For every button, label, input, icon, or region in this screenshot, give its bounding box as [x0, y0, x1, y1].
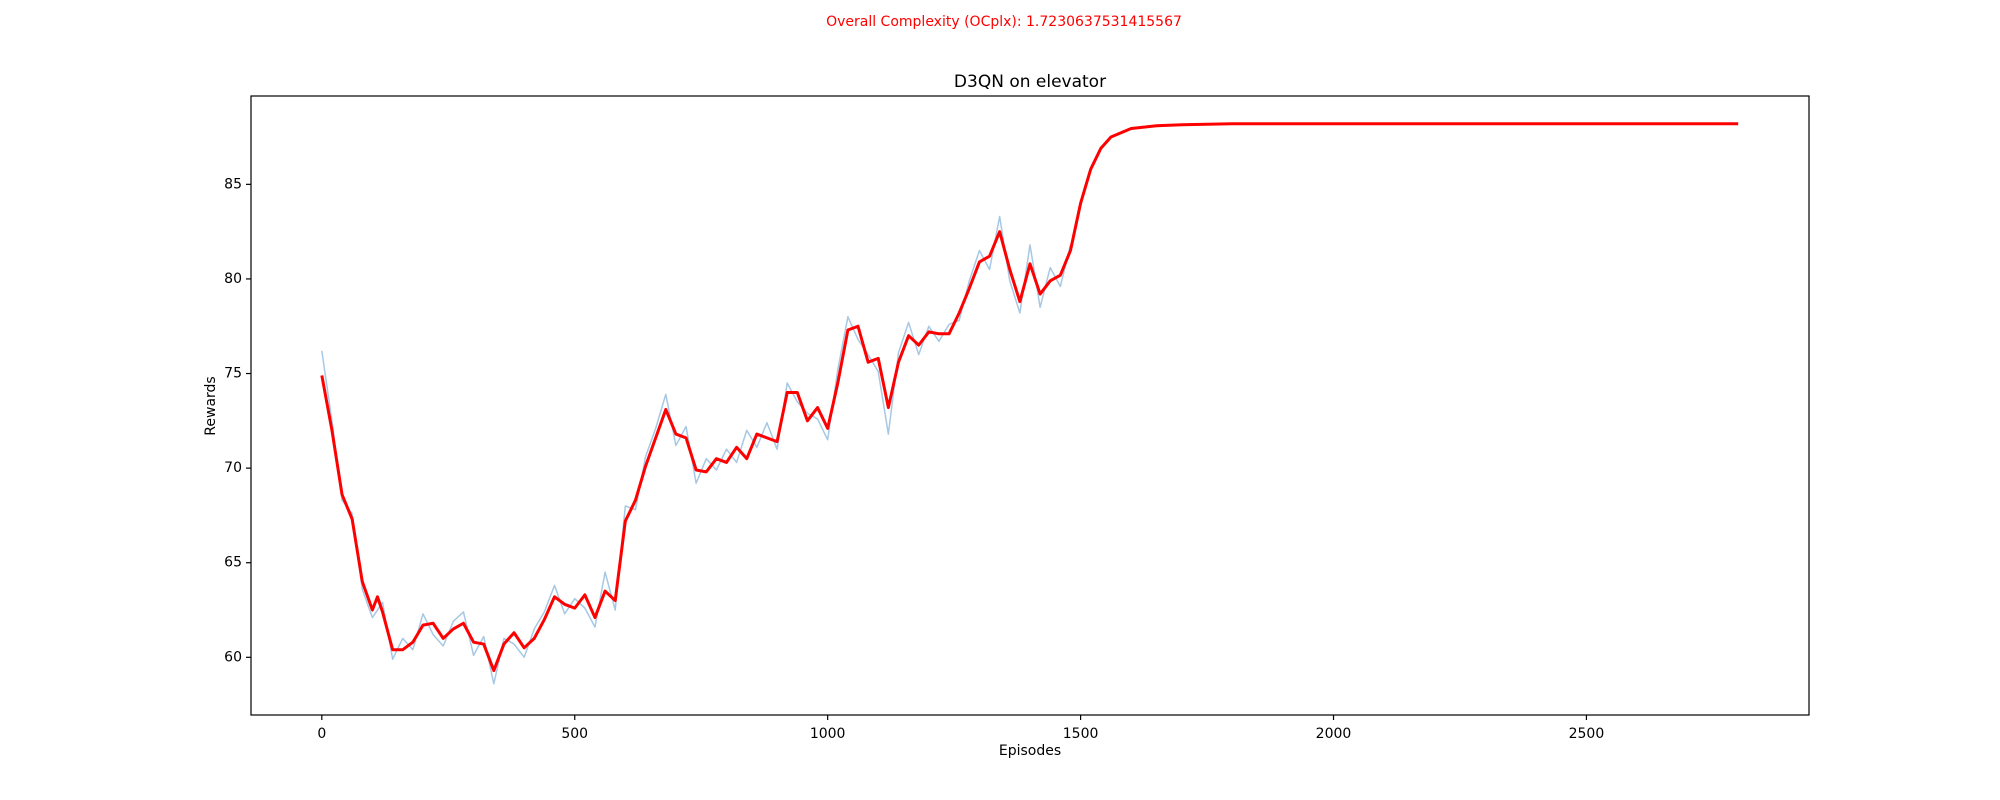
suptitle: Overall Complexity (OCplx): 1.7230637531… — [826, 14, 1182, 30]
chart-title: D3QN on elevator — [954, 72, 1106, 92]
x-tick-label: 1500 — [1063, 726, 1099, 742]
data-line — [321, 215, 1072, 685]
y-tick-label: 85 — [224, 176, 242, 192]
y-axis-label: Rewards — [203, 376, 219, 435]
y-tick-label: 80 — [224, 271, 242, 287]
y-tick-label: 65 — [224, 555, 242, 571]
x-tick-label: 2500 — [1569, 726, 1605, 742]
x-tick-label: 0 — [317, 726, 326, 742]
x-tick-label: 2000 — [1316, 726, 1352, 742]
y-tick-label: 70 — [224, 460, 242, 476]
x-tick-label: 500 — [561, 726, 588, 742]
data-line — [320, 122, 1739, 673]
y-tick-label: 60 — [224, 649, 242, 665]
plot-frame — [250, 95, 1810, 716]
x-axis-label: Episodes — [999, 743, 1061, 759]
x-tick-label: 1000 — [810, 726, 846, 742]
y-tick-label: 75 — [224, 366, 242, 382]
